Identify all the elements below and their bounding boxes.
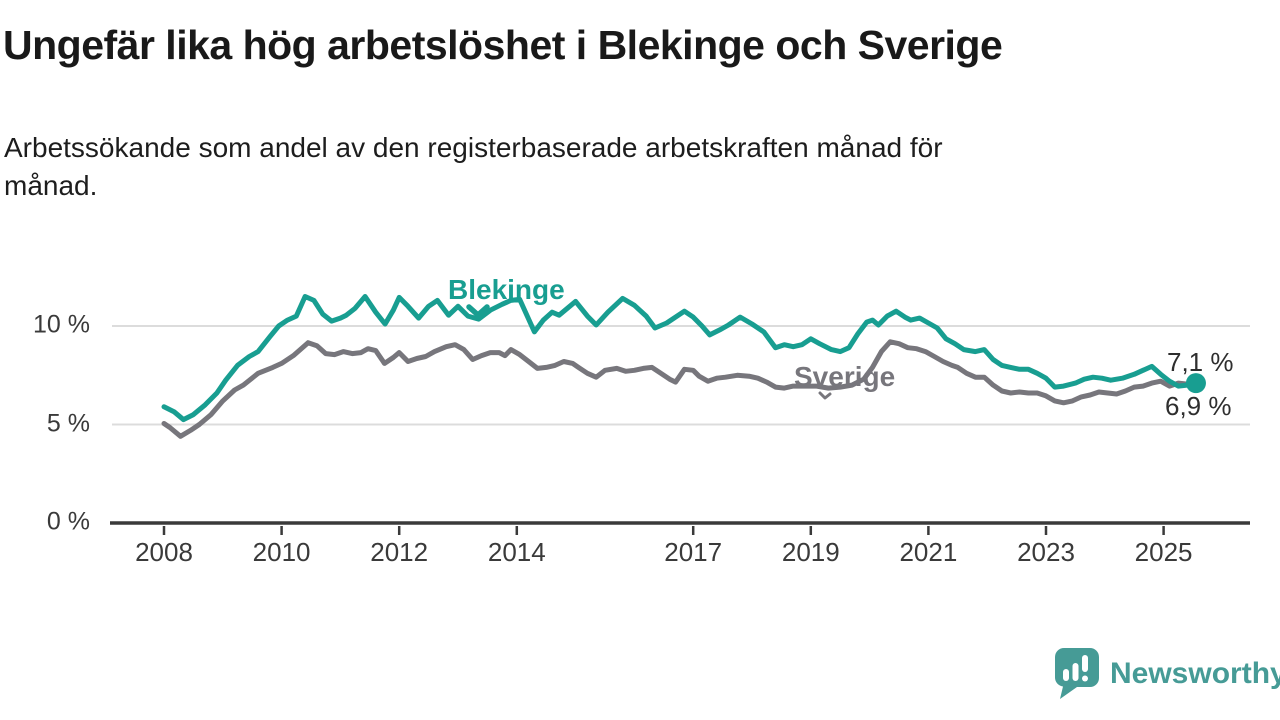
sverige-line xyxy=(161,339,1199,439)
blekinge-line xyxy=(161,294,1199,423)
end-value-label-sverige: 6,9 % xyxy=(1165,391,1232,421)
y-axis-label-5: 5 % xyxy=(46,408,90,437)
y-axis-label-10: 10 % xyxy=(33,310,90,339)
x-axis-label-2019: 2019 xyxy=(781,537,840,567)
chevron-down-icon xyxy=(466,304,490,318)
newsworthy-logo-text: Newsworthy xyxy=(1110,657,1280,690)
chevron-down-small-icon xyxy=(818,391,832,400)
chart-subtitle: Arbetssökande som andel av den registerb… xyxy=(4,129,943,205)
x-axis-label-2023: 2023 xyxy=(1017,537,1075,567)
x-axis-label-2008: 2008 xyxy=(135,537,193,567)
x-axis-label-2017: 2017 xyxy=(664,537,723,567)
chart-title: Ungefär lika hög arbetslöshet i Blekinge… xyxy=(3,22,1003,68)
x-axis-label-2010: 2010 xyxy=(252,537,311,567)
x-axis-label-2025: 2025 xyxy=(1134,537,1193,567)
x-axis-label-2012: 2012 xyxy=(370,537,429,567)
y-axis-label-0: 0 % xyxy=(46,507,90,536)
end-value-label-blekinge: 7,1 % xyxy=(1167,347,1234,377)
chart-subtitle-line-2: månad. xyxy=(4,170,98,201)
chart-subtitle-line-1: Arbetssökande som andel av den registerb… xyxy=(4,132,943,163)
series-label-blekinge: Blekinge xyxy=(448,274,565,305)
blekinge-end-dot xyxy=(1185,373,1206,394)
x-axis-label-2014: 2014 xyxy=(487,537,546,567)
series-label-sverige: Sverige xyxy=(794,361,896,392)
newsworthy-logo-icon xyxy=(1054,648,1099,699)
newsworthy-logo: Newsworthy xyxy=(1054,648,1280,700)
x-axis-label-2021: 2021 xyxy=(899,537,958,567)
